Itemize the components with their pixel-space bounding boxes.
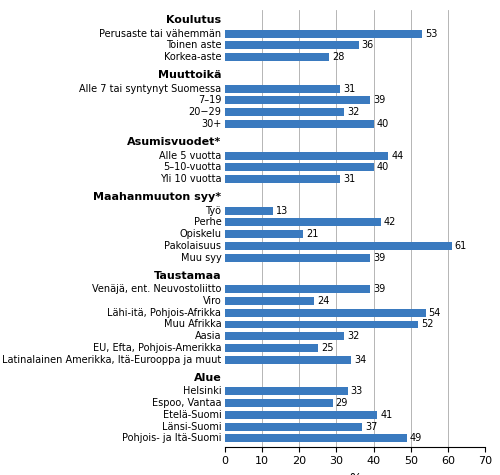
- Text: 37: 37: [366, 421, 378, 432]
- Bar: [225, 230, 303, 238]
- Text: 5–10-vuotta: 5–10-vuotta: [163, 162, 222, 172]
- Text: 32: 32: [347, 331, 359, 341]
- Text: 52: 52: [421, 320, 434, 330]
- Text: Espoo, Vantaa: Espoo, Vantaa: [152, 398, 222, 408]
- Bar: [225, 321, 418, 329]
- Bar: [225, 254, 370, 262]
- Text: 13: 13: [276, 206, 288, 216]
- Text: Alle 7 tai syntynyt Suomessa: Alle 7 tai syntynyt Suomessa: [79, 84, 222, 94]
- Bar: [225, 120, 374, 128]
- Text: 32: 32: [347, 107, 359, 117]
- Bar: [225, 434, 407, 442]
- Bar: [225, 297, 314, 305]
- X-axis label: %: %: [349, 472, 361, 475]
- Bar: [225, 163, 374, 171]
- Bar: [225, 242, 452, 250]
- Text: Pakolaisuus: Pakolaisuus: [164, 241, 222, 251]
- Bar: [225, 399, 332, 407]
- Text: 36: 36: [362, 40, 374, 50]
- Text: 40: 40: [376, 162, 389, 172]
- Text: 7–19: 7–19: [198, 95, 222, 105]
- Text: 44: 44: [392, 151, 404, 161]
- Text: Pohjois- ja Itä-Suomi: Pohjois- ja Itä-Suomi: [122, 433, 222, 443]
- Bar: [225, 175, 340, 183]
- Bar: [225, 53, 329, 61]
- Text: 61: 61: [454, 241, 467, 251]
- Text: 39: 39: [373, 253, 385, 263]
- Bar: [225, 356, 352, 364]
- Bar: [225, 309, 426, 317]
- Text: Asumisvuodet*: Asumisvuodet*: [127, 137, 222, 147]
- Text: Yli 10 vuotta: Yli 10 vuotta: [160, 174, 222, 184]
- Text: 31: 31: [343, 174, 355, 184]
- Text: Alue: Alue: [194, 373, 222, 383]
- Text: Muu Afrikka: Muu Afrikka: [164, 320, 222, 330]
- Text: 25: 25: [321, 343, 334, 353]
- Text: Toinen aste: Toinen aste: [166, 40, 222, 50]
- Text: 39: 39: [373, 285, 385, 294]
- Bar: [225, 218, 381, 227]
- Text: Helsinki: Helsinki: [182, 386, 222, 396]
- Text: 20−29: 20−29: [188, 107, 222, 117]
- Text: 21: 21: [306, 229, 318, 239]
- Text: 31: 31: [343, 84, 355, 94]
- Text: 34: 34: [354, 355, 366, 365]
- Text: 54: 54: [428, 308, 441, 318]
- Bar: [225, 332, 344, 340]
- Bar: [225, 344, 318, 352]
- Bar: [225, 85, 340, 93]
- Text: Korkea-aste: Korkea-aste: [164, 52, 222, 62]
- Bar: [225, 29, 422, 38]
- Text: 42: 42: [384, 218, 396, 228]
- Text: 28: 28: [332, 52, 344, 62]
- Bar: [225, 423, 362, 430]
- Text: Perhe: Perhe: [194, 218, 222, 228]
- Text: Muu syy: Muu syy: [180, 253, 222, 263]
- Text: 49: 49: [410, 433, 422, 443]
- Text: Viro: Viro: [202, 296, 222, 306]
- Text: 40: 40: [376, 119, 389, 129]
- Text: Venäjä, ent. Neuvostoliitto: Venäjä, ent. Neuvostoliitto: [92, 285, 222, 294]
- Text: 53: 53: [425, 28, 437, 38]
- Text: 29: 29: [336, 398, 348, 408]
- Bar: [225, 207, 274, 215]
- Text: Aasia: Aasia: [195, 331, 222, 341]
- Text: 33: 33: [350, 386, 363, 396]
- Text: Länsi-Suomi: Länsi-Suomi: [162, 421, 222, 432]
- Text: 39: 39: [373, 95, 385, 105]
- Text: Taustamaa: Taustamaa: [154, 271, 222, 281]
- Bar: [225, 152, 388, 160]
- Text: Muuttoikä: Muuttoikä: [158, 70, 222, 80]
- Bar: [225, 388, 348, 395]
- Text: 30+: 30+: [201, 119, 222, 129]
- Text: Koulutus: Koulutus: [166, 15, 222, 25]
- Text: 41: 41: [380, 410, 392, 420]
- Text: 24: 24: [317, 296, 330, 306]
- Bar: [225, 41, 358, 49]
- Text: Opiskelu: Opiskelu: [180, 229, 222, 239]
- Text: Etelä-Suomi: Etelä-Suomi: [162, 410, 222, 420]
- Text: Alle 5 vuotta: Alle 5 vuotta: [159, 151, 222, 161]
- Bar: [225, 285, 370, 293]
- Text: Latinalainen Amerikka, Itä-Eurooppa ja muut: Latinalainen Amerikka, Itä-Eurooppa ja m…: [2, 355, 222, 365]
- Text: Perusaste tai vähemmän: Perusaste tai vähemmän: [99, 28, 222, 38]
- Text: EU, Efta, Pohjois-Amerikka: EU, Efta, Pohjois-Amerikka: [93, 343, 222, 353]
- Bar: [225, 411, 378, 419]
- Text: Työ: Työ: [206, 206, 222, 216]
- Text: Maahanmuuton syy*: Maahanmuuton syy*: [93, 192, 222, 202]
- Bar: [225, 96, 370, 104]
- Text: Lähi-itä, Pohjois-Afrikka: Lähi-itä, Pohjois-Afrikka: [108, 308, 222, 318]
- Bar: [225, 108, 344, 116]
